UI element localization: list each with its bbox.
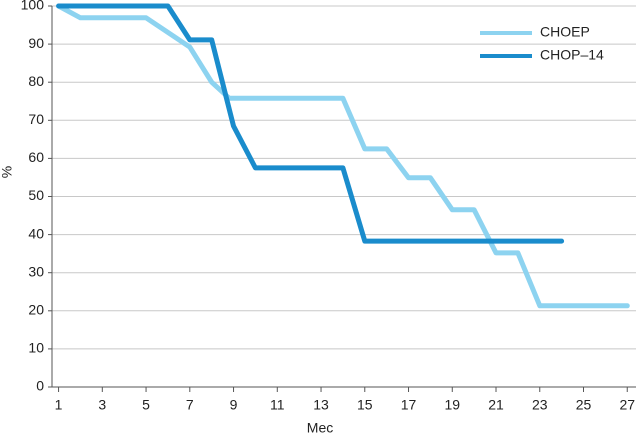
x-tick-label: 5 bbox=[142, 397, 150, 413]
x-tick-label: 19 bbox=[444, 397, 460, 413]
x-tick-label: 27 bbox=[619, 397, 635, 413]
y-tick-label: 50 bbox=[28, 187, 44, 203]
y-tick-label: 100 bbox=[21, 0, 45, 13]
x-tick-label: 7 bbox=[186, 397, 194, 413]
x-tick-label: 21 bbox=[488, 397, 504, 413]
y-tick-label: 80 bbox=[28, 73, 44, 89]
y-tick-label: 30 bbox=[28, 263, 44, 279]
y-axis-label: % bbox=[0, 166, 15, 178]
x-tick-label: 1 bbox=[55, 397, 63, 413]
y-tick-label: 90 bbox=[28, 35, 44, 51]
y-tick-label: 20 bbox=[28, 302, 44, 318]
x-tick-label: 15 bbox=[357, 397, 373, 413]
y-tick-label: 40 bbox=[28, 225, 44, 241]
x-tick-label: 23 bbox=[532, 397, 548, 413]
x-tick-label: 13 bbox=[313, 397, 329, 413]
legend-label: CHOEP bbox=[540, 24, 590, 40]
x-axis-label: Мес bbox=[307, 420, 334, 436]
x-tick-label: 25 bbox=[576, 397, 592, 413]
x-tick-label: 9 bbox=[230, 397, 238, 413]
y-tick-label: 10 bbox=[28, 340, 44, 356]
legend-label: CHOP–14 bbox=[540, 47, 604, 63]
data-line bbox=[56, 3, 630, 309]
y-tick-label: 0 bbox=[36, 378, 44, 394]
x-tick-label: 3 bbox=[98, 397, 106, 413]
x-tick-label: 17 bbox=[401, 397, 417, 413]
y-tick-label: 70 bbox=[28, 111, 44, 127]
y-tick-label: 60 bbox=[28, 149, 44, 165]
data-line bbox=[56, 3, 565, 244]
x-tick-label: 11 bbox=[270, 397, 285, 413]
